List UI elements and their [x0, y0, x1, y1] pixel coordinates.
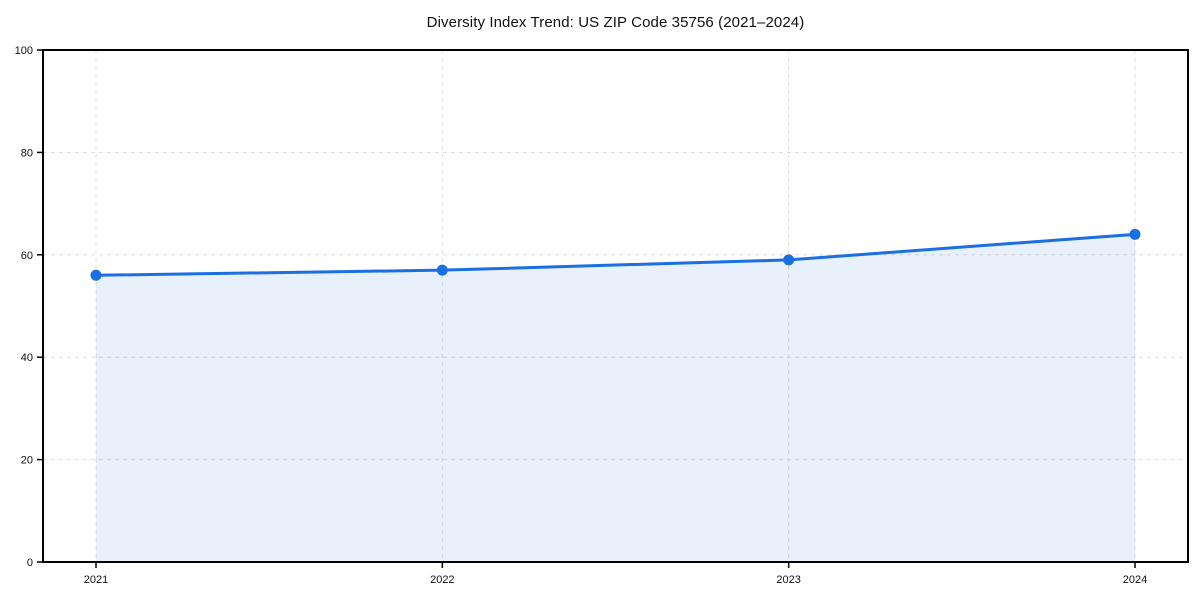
- y-tick-label: 100: [15, 45, 33, 57]
- y-tick-label: 80: [21, 147, 33, 159]
- trend-line: [94, 232, 1137, 277]
- data-point-marker: [90, 269, 102, 281]
- chart-title: Diversity Index Trend: US ZIP Code 35756…: [426, 14, 805, 31]
- x-tick-label: 2021: [84, 574, 108, 586]
- data-point-marker: [1129, 228, 1141, 240]
- y-tick-label: 40: [21, 352, 33, 364]
- x-tick-label: 2024: [1123, 574, 1147, 586]
- data-point-marker: [436, 264, 448, 276]
- data-point-marker: [783, 254, 795, 266]
- y-tick-label: 20: [21, 455, 33, 467]
- y-tick-label: 0: [27, 557, 33, 569]
- plot-frame: [42, 49, 1189, 563]
- y-tick-label: 60: [21, 250, 33, 262]
- x-tick-label: 2022: [430, 574, 454, 586]
- x-tick-label: 2023: [776, 574, 800, 586]
- area-fill: [96, 234, 1135, 562]
